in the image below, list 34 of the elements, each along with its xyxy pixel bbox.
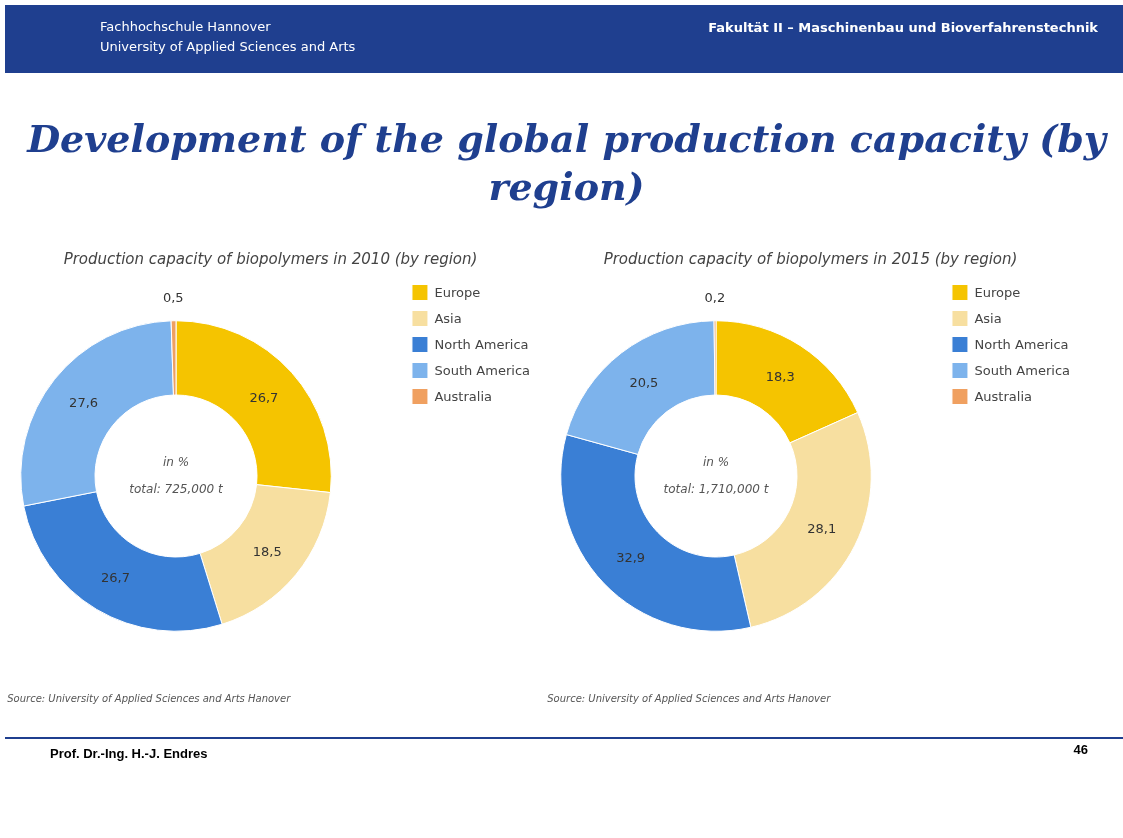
data-label: 28,1 (807, 521, 837, 537)
legend-label: Europe (434, 284, 481, 300)
text: in % (702, 455, 730, 470)
data-label: 0,2 (704, 290, 726, 306)
data-label: 20,5 (629, 374, 659, 390)
text: University of Applied Sciences and Arts (100, 39, 356, 54)
legend-label: Australia (974, 388, 1032, 404)
source-note: Source: University of Applied Sciences and Arts Hanover (7, 693, 292, 705)
text: Development of the global production capacity (by region) (25, 115, 1109, 211)
text: Fachhochschule Hannover (100, 19, 271, 34)
data-label: 32,9 (616, 550, 646, 566)
data-label: 27,6 (69, 394, 99, 410)
text: 46 (1073, 741, 1088, 759)
data-label: 18,5 (252, 543, 282, 559)
data-label: 26,7 (101, 569, 131, 585)
legend-label: South America (434, 362, 530, 378)
text: total: 725,000 t (129, 482, 225, 497)
text: Fakultät II – Maschinenbau und Bioverfahrenstechnik (708, 19, 1098, 37)
data-label: 18,3 (765, 369, 795, 385)
legend-label: Asia (974, 310, 1002, 326)
data-label: 26,7 (249, 389, 279, 405)
data-label: 0,5 (162, 290, 184, 306)
source-note: Source: University of Applied Sciences and Arts Hanover (547, 693, 832, 705)
chart-title: Production capacity of biopolymers in 2010 (by region) (63, 249, 478, 268)
legend-label: North America (974, 336, 1069, 352)
text: total: 1,710,000 t (663, 482, 770, 497)
text: Prof. Dr.-Ing. H.-J. Endres (50, 745, 208, 763)
legend-label: Australia (434, 388, 492, 404)
text: in % (162, 455, 190, 470)
chart-title: Production capacity of biopolymers in 2015 (by region) (603, 249, 1018, 268)
legend-label: South America (974, 362, 1070, 378)
legend-label: Asia (434, 310, 462, 326)
legend-label: North America (434, 336, 529, 352)
legend-label: Europe (974, 284, 1021, 300)
